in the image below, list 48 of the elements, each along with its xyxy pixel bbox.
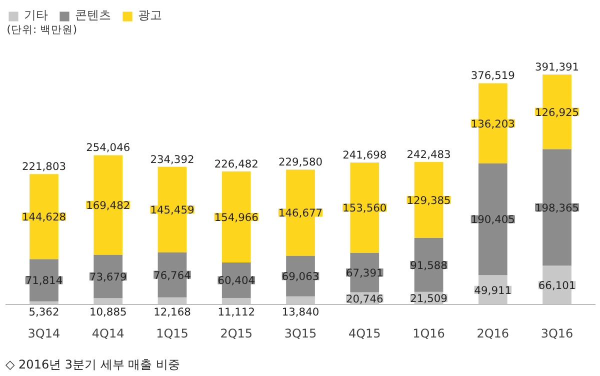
data-label: 91,588: [410, 258, 448, 272]
total-label: 242,483: [406, 148, 451, 162]
data-label: 69,063: [282, 270, 320, 284]
data-label: 145,459: [150, 204, 194, 216]
data-label: 73,679: [89, 270, 127, 284]
data-label: 136,203: [470, 117, 515, 130]
total-label: 241,698: [342, 148, 387, 162]
data-label: 11,112: [218, 306, 256, 318]
data-label: 71,814: [25, 274, 63, 288]
data-label: 49,911: [474, 284, 512, 297]
total-label: 226,482: [214, 157, 258, 170]
data-label: 144,628: [22, 210, 66, 224]
data-label: 66,101: [538, 279, 576, 292]
data-label: 60,404: [218, 274, 256, 288]
total-label: 229,580: [278, 156, 323, 169]
x-tick-label: 4Q14: [92, 326, 124, 340]
total-label: 221,803: [22, 160, 66, 174]
data-label: 12,168: [154, 306, 192, 318]
data-label: 13,840: [282, 306, 320, 318]
data-label: 146,677: [278, 206, 323, 220]
data-label: 76,764: [154, 268, 192, 282]
data-label: 190,405: [470, 213, 515, 226]
data-label: 129,385: [406, 194, 451, 208]
data-label: 5,362: [28, 306, 60, 318]
total-label: 376,519: [470, 69, 516, 82]
legend-label: 광고: [138, 7, 162, 24]
legend-label: 기타: [24, 7, 48, 24]
x-tick-label: 1Q15: [156, 326, 188, 340]
data-label: 67,391: [346, 266, 384, 280]
x-tick-label: 3Q15: [284, 326, 317, 340]
x-tick-label: 3Q16: [540, 326, 574, 340]
total-label: 234,392: [150, 152, 194, 166]
x-tick-label: 2Q15: [220, 326, 253, 340]
data-label: 198,365: [534, 201, 580, 214]
x-tick-label: 3Q14: [28, 326, 60, 340]
total-label: 254,046: [86, 141, 130, 154]
data-label: 10,885: [89, 306, 127, 318]
x-tick-label: 4Q15: [348, 326, 381, 340]
text: ◇ 2016년 3분기 세부 매출 비중: [6, 358, 180, 372]
data-label: 126,925: [534, 106, 580, 119]
data-label: 154,966: [214, 210, 259, 224]
x-tick-label: 2Q16: [476, 326, 510, 340]
chart-subtitle: (단위: 백만원): [6, 22, 78, 36]
x-tick-label: 1Q16: [412, 326, 445, 340]
data-label: 153,560: [342, 202, 387, 215]
total-label: 391,391: [534, 60, 580, 74]
data-label: 169,482: [86, 199, 130, 212]
legend-label: 콘텐츠: [75, 7, 111, 24]
